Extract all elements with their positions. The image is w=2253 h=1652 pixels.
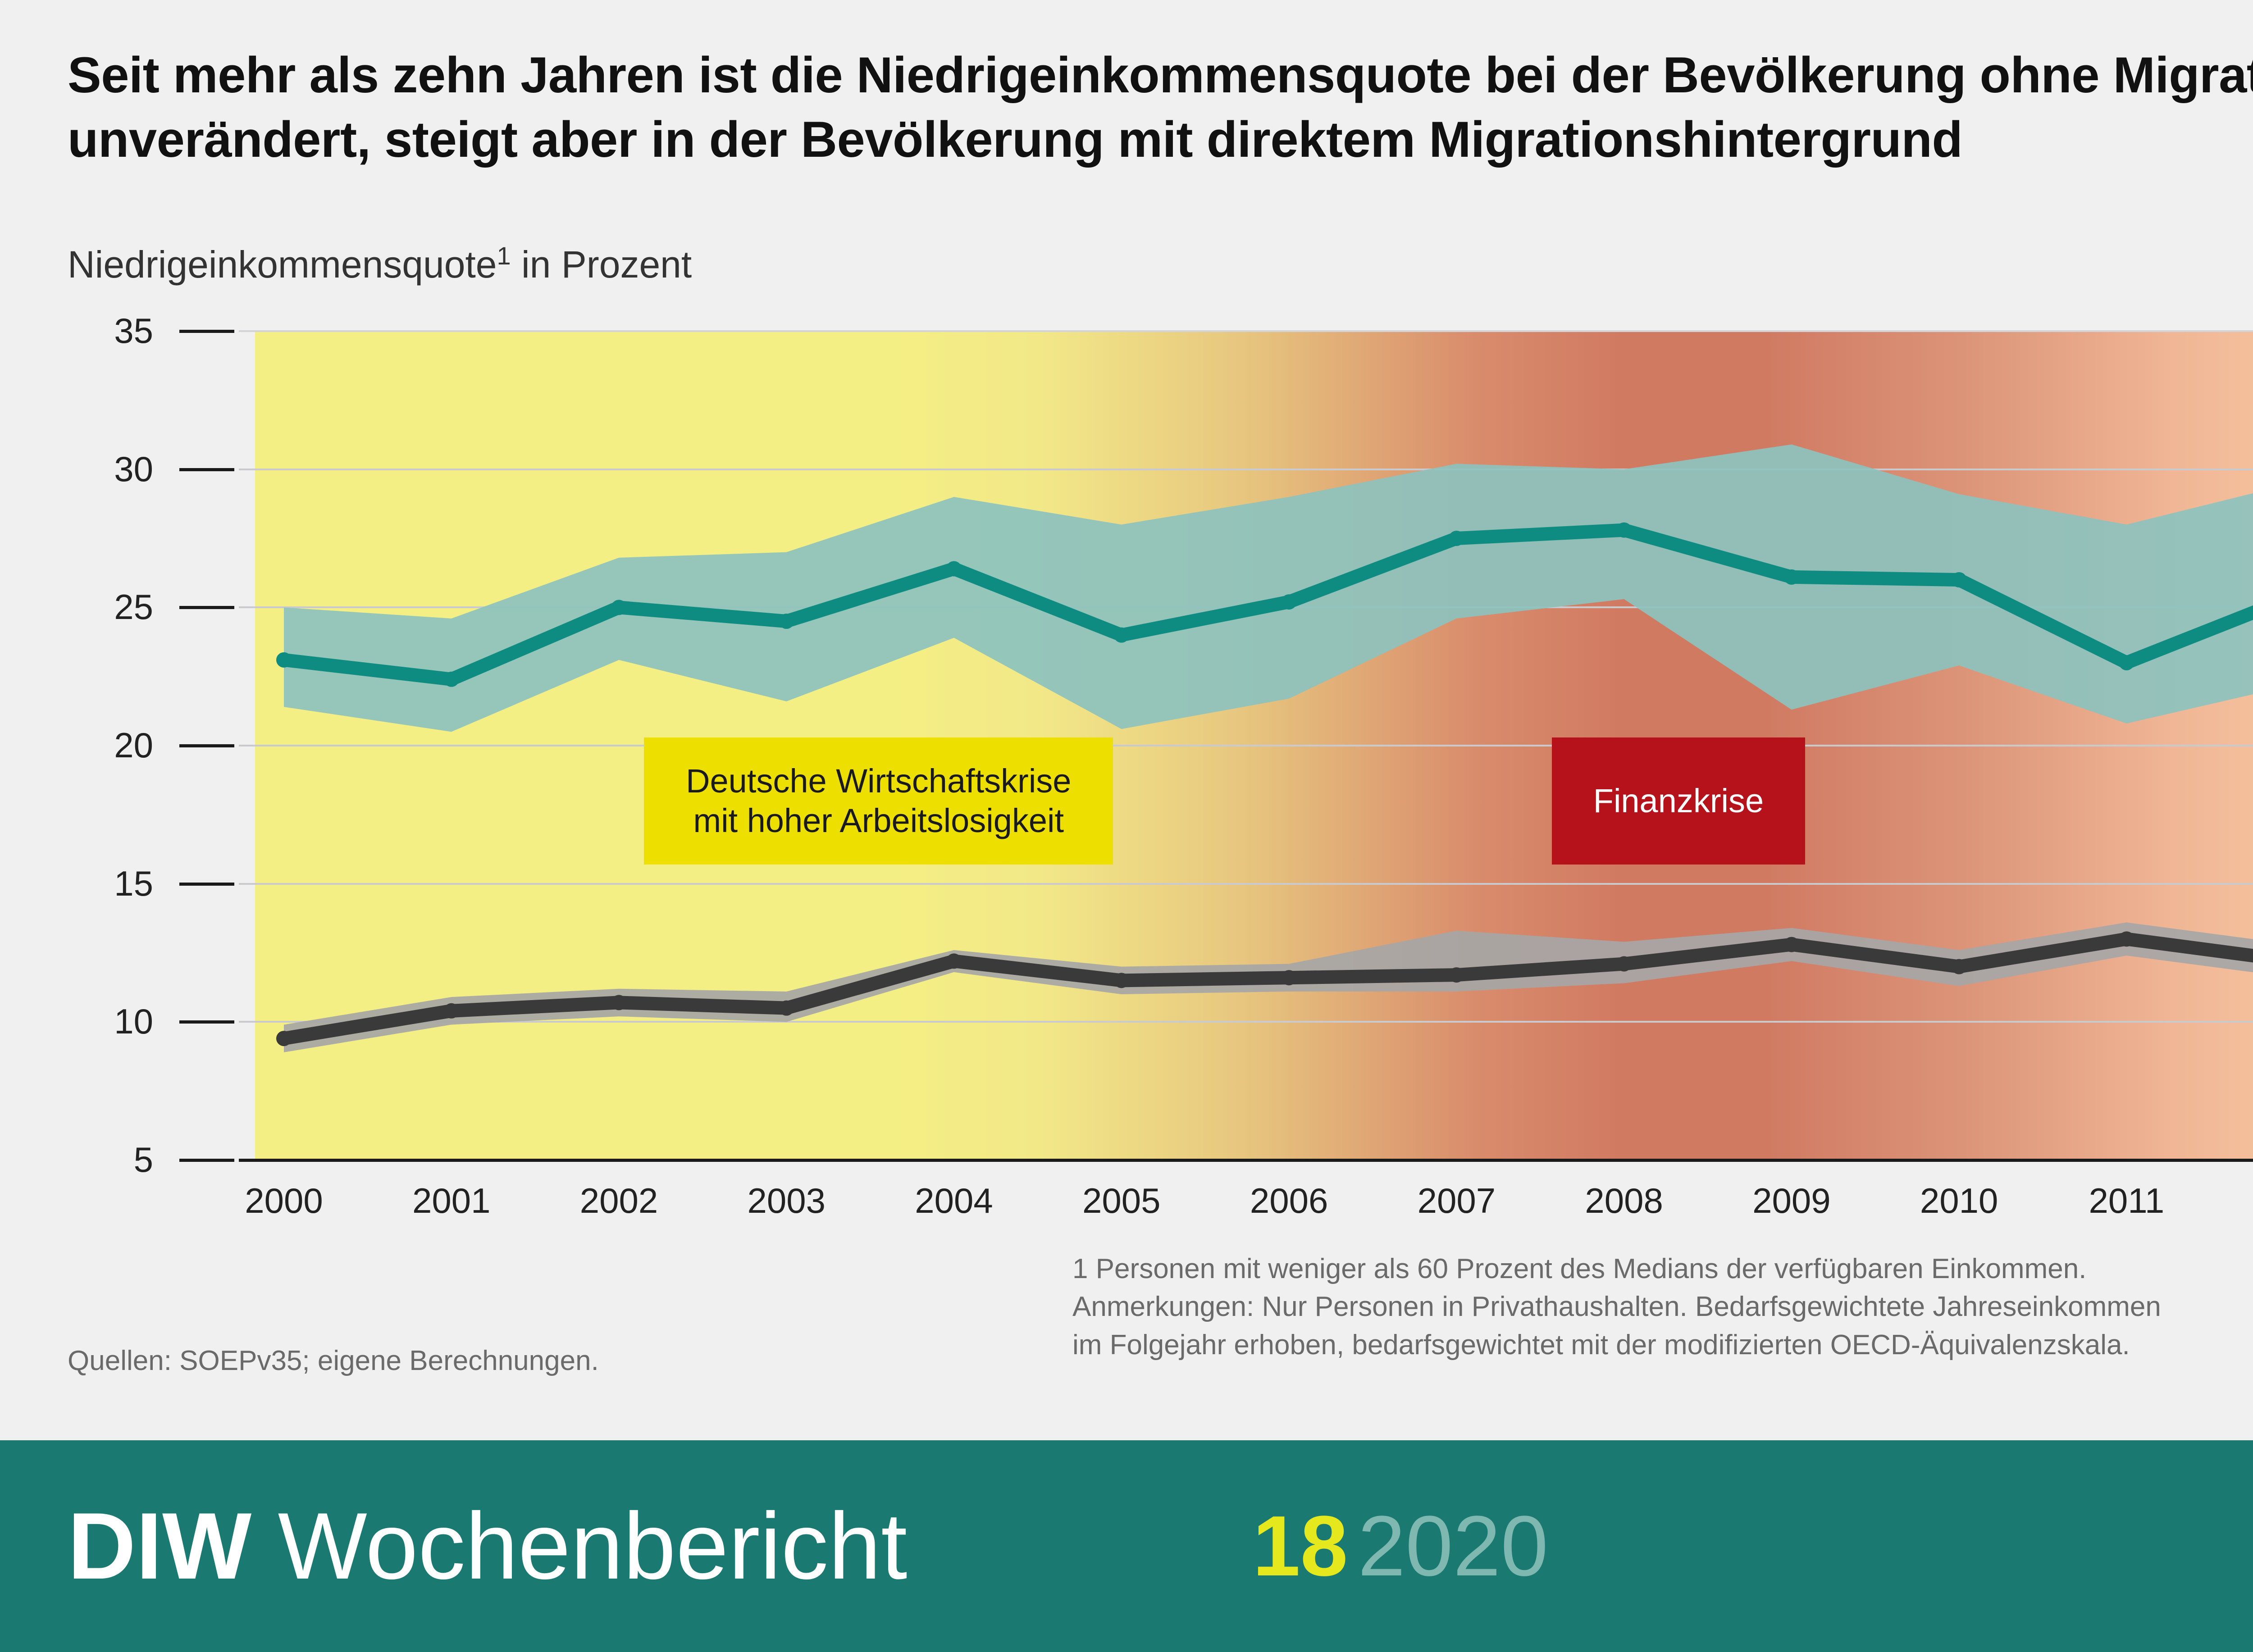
series-layer [276,444,2253,1052]
data-point-ohne-migrationshintergrund-2009 [1783,937,1799,952]
x-tick-label-2006: 2006 [1250,1181,1328,1220]
data-point-ohne-migrationshintergrund-2004 [946,953,962,969]
data-point-direkter-migrationshintergrund-2001 [443,671,459,687]
y-tick-mark-15 [179,882,234,886]
y-tick-mark-25 [179,606,234,610]
data-point-direkter-migrationshintergrund-2006 [1281,594,1297,610]
data-point-direkter-migrationshintergrund-2011 [2119,655,2134,670]
y-tick-mark-5 [179,1159,234,1162]
x-tick-label-2001: 2001 [412,1181,491,1220]
data-point-ohne-migrationshintergrund-2011 [2119,931,2134,947]
chart-subtitle: Niedrigeinkommensquote1 in Prozent [68,241,692,287]
data-point-ohne-migrationshintergrund-2002 [611,995,627,1010]
footer-brand: DIW Wochenbericht [68,1492,907,1601]
data-point-direkter-migrationshintergrund-2003 [779,614,794,629]
subtitle-text: Niedrigeinkommensquote [68,243,497,286]
footer-issue-year: 2020 [1358,1498,1549,1594]
footnote-2: Anmerkungen: Nur Personen in Privathaush… [1072,1291,2161,1323]
y-tick-mark-20 [179,744,234,747]
y-axis: 5 10 15 20 25 30 35 [59,313,153,1177]
annotation-label-line-1: Deutsche Wirtschaftskrise [686,762,1072,800]
annotation-label-line-2: mit hoher Arbeitslosigkeit [693,801,1064,839]
y-tick-mark-10 [179,1020,234,1024]
y-tick-label-5: 5 [133,1140,153,1179]
y-tick-label-15: 15 [114,863,153,903]
source-note: Quellen: SOEPv35; eigene Berechnungen. [68,1345,599,1376]
footer-brand-wochenbericht: Wochenbericht [278,1493,908,1599]
chart-plot-area: Deutsche Wirtschaftskrise mit hoher Arbei… [239,330,2253,1162]
x-tick-label-2000: 2000 [245,1181,323,1220]
footnote-3: im Folgejahr erhoben, bedarfsgewichtet m… [1072,1329,2130,1361]
y-tick-label-10: 10 [114,1001,153,1042]
x-tick-label-2008: 2008 [1585,1181,1663,1220]
title-line-2: unverändert, steigt aber in der Bevölker… [68,111,1963,168]
data-point-ohne-migrationshintergrund-2005 [1113,973,1129,988]
confidence-band-direkter-migrationshintergrund [284,444,2253,732]
y-tick-label-20: 20 [114,725,153,765]
x-tick-label-2004: 2004 [915,1181,993,1220]
title-line-1: Seit mehr als zehn Jahren ist die Niedri… [68,47,2253,103]
y-tick-label-25: 25 [114,587,153,627]
x-tick-label-2010: 2010 [1920,1181,1998,1220]
footnote-1: 1 Personen mit weniger als 60 Prozent de… [1072,1253,2087,1284]
gridline-5 [239,1159,2253,1162]
x-tick-label-2002: 2002 [579,1181,658,1220]
data-point-direkter-migrationshintergrund-2009 [1783,569,1799,585]
data-point-direkter-migrationshintergrund-2007 [1449,531,1464,546]
data-point-ohne-migrationshintergrund-2001 [443,1003,459,1019]
x-tick-label-2005: 2005 [1082,1181,1161,1220]
y-tick-mark-30 [179,468,234,471]
annotation-deutsche-wirtschaftskrise: Deutsche Wirtschaftskrise mit hoher Arbei… [644,737,1113,865]
data-point-ohne-migrationshintergrund-2007 [1449,967,1464,983]
y-tick-label-30: 30 [114,449,153,489]
y-tick-mark-35 [179,330,234,333]
gridline-30 [239,468,2253,470]
footer-issue-number: 18 [1253,1498,1348,1594]
annotation-label-line-1: Finanzkrise [1593,782,1764,819]
data-point-direkter-migrationshintergrund-2002 [611,600,627,615]
confidence-band-ohne-migrationshintergrund [284,922,2253,1052]
x-tick-label-2009: 2009 [1752,1181,1831,1220]
footer-brand-diw: DIW [68,1493,252,1599]
gridline-35 [239,330,2253,332]
data-point-direkter-migrationshintergrund-2008 [1616,522,1632,538]
x-axis: 2000 2001 2002 2003 2004 2005 2006 2007 2008 2009… [239,1180,2253,1234]
series-line-ohne-migrationshintergrund [277,932,2253,1046]
page-title: Seit mehr als zehn Jahren ist die Niedri… [68,43,2253,172]
footer-issue: 18 2020 [1253,1497,1548,1595]
data-point-direkter-migrationshintergrund-2004 [946,561,962,577]
data-point-direkter-migrationshintergrund-2005 [1113,627,1129,643]
data-point-ohne-migrationshintergrund-2003 [779,1000,794,1016]
subtitle-suffix: in Prozent [511,243,692,286]
series-line-direkter-migrationshintergrund [277,523,2253,686]
data-point-ohne-migrationshintergrund-2000 [276,1031,292,1047]
data-point-direkter-migrationshintergrund-2000 [276,652,292,668]
subtitle-footnote-marker: 1 [497,241,511,270]
x-tick-label-2011: 2011 [2089,1181,2165,1220]
footnotes: 1 Personen mit weniger als 60 Prozent de… [1072,1250,2253,1364]
annotation-finanzkrise: Finanzkrise [1552,737,1805,865]
data-point-ohne-migrationshintergrund-2010 [1951,959,1967,974]
x-tick-label-2003: 2003 [747,1181,826,1220]
gridline-20 [239,745,2253,746]
x-tick-label-2007: 2007 [1417,1181,1496,1220]
data-point-ohne-migrationshintergrund-2006 [1281,970,1297,986]
data-point-ohne-migrationshintergrund-2008 [1616,956,1632,972]
data-point-direkter-migrationshintergrund-2010 [1951,572,1967,587]
y-tick-label-35: 35 [114,311,153,350]
gridline-15 [239,883,2253,885]
gridline-10 [239,1021,2253,1023]
